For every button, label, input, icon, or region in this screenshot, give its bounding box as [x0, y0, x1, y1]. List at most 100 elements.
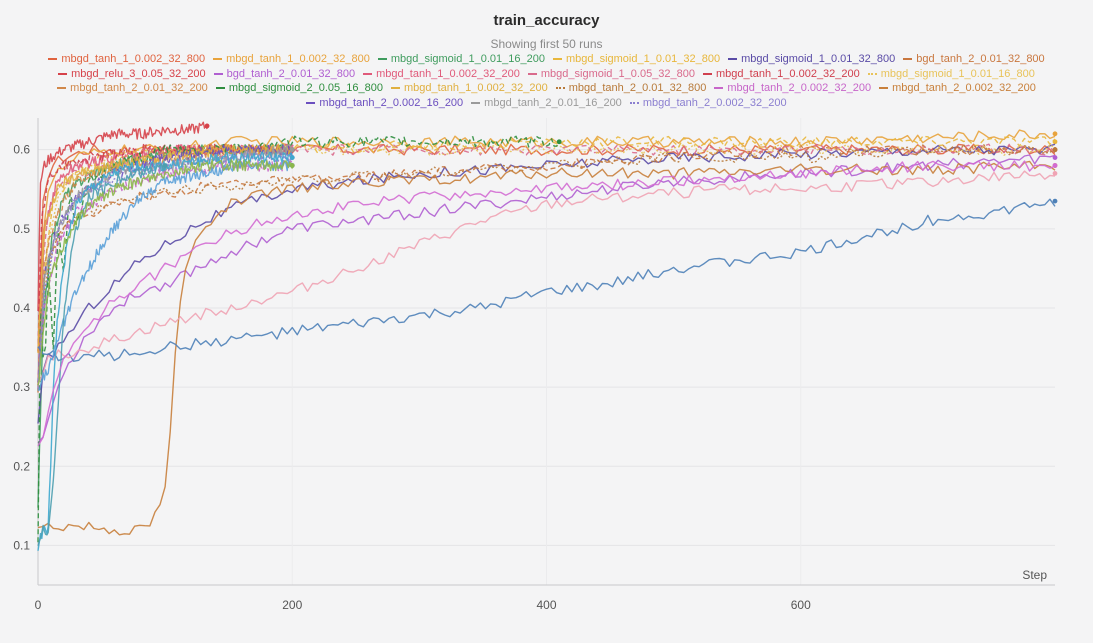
legend-item[interactable]: mbgd_tanh_1_0.002_32_200	[703, 67, 860, 82]
legend-label: mbgd_sigmoid_1_0.01_16_800	[880, 67, 1035, 80]
series-line	[37, 170, 1056, 385]
y-tick-label: 0.6	[13, 143, 30, 157]
legend-label: bgd_tanh_2_0.01_32_800	[226, 67, 356, 80]
legend-swatch	[377, 58, 387, 61]
series-line	[37, 160, 1056, 536]
y-tick-label: 0.3	[13, 380, 30, 394]
legend-label: mbgd_tanh_1_0.002_32_200	[716, 67, 860, 80]
y-tick-label: 0.1	[13, 538, 30, 552]
legend-item[interactable]: mbgd_sigmoid_2_0.05_16_800	[215, 81, 383, 96]
series-end-point	[162, 163, 168, 168]
legend-item[interactable]: mbgd_sigmoid_1_0.05_32_800	[527, 67, 696, 82]
legend-item[interactable]: mbgd_tanh_1_0.002_32_800	[213, 52, 370, 67]
x-tick-label: 400	[536, 598, 556, 612]
legend-label: mbgd_tanh_1_0.002_32_800	[61, 53, 206, 65]
legend-item[interactable]: mbgd_sigmoid_1_0.01_32_800	[552, 52, 721, 67]
legend-item[interactable]: mbgd_tanh_1_0.002_32_200	[363, 67, 520, 82]
x-tick-label: 600	[791, 598, 811, 612]
legend-swatch	[552, 58, 562, 61]
legend-swatch	[363, 72, 373, 75]
series-end-point	[289, 163, 295, 168]
legend-item[interactable]: mbgd_tanh_2_0.01_32_800	[555, 81, 707, 96]
legend-swatch	[629, 101, 639, 104]
legend-item[interactable]: mbgd_tanh_2_0.01_16_200	[471, 96, 622, 111]
legend-swatch	[213, 72, 223, 75]
legend-item[interactable]: mbgd_tanh_2_0.01_32_200	[57, 81, 208, 96]
series-line	[37, 163, 166, 546]
y-tick-label: 0.4	[13, 301, 30, 315]
legend-label: mbgd_sigmoid_1_0.01_16_200	[390, 53, 545, 65]
series-end-point	[289, 155, 295, 160]
series-end-point	[1052, 147, 1058, 153]
chart-subtitle: Showing first 50 runs	[490, 37, 603, 51]
legend-label: mbgd_sigmoid_1_0.05_32_800	[540, 67, 696, 80]
legend-label: mbgd_relu_3_0.05_32_200	[71, 67, 206, 80]
x-tick-label: 0	[35, 598, 42, 612]
legend-label: mbgd_tanh_1_0.002_32_200	[376, 67, 520, 80]
series-line	[37, 135, 1056, 387]
legend-swatch	[867, 72, 877, 75]
legend-swatch	[390, 87, 400, 90]
legend-item[interactable]: mbgd_sigmoid_1_0.01_16_800	[867, 67, 1035, 82]
legend-swatch	[555, 87, 565, 90]
legend-swatch	[714, 87, 724, 90]
legend-item[interactable]: mbgd_sigmoid_1_0.01_32_800	[728, 52, 895, 67]
series-line	[37, 154, 1056, 444]
legend-label: mbgd_tanh_2_0.01_32_800	[568, 82, 707, 94]
series-line	[37, 198, 1056, 362]
legend-label: mbgd_tanh_2_0.002_32_200	[642, 96, 787, 109]
legend-item[interactable]: mbgd_tanh_2_0.002_32_200	[879, 81, 1036, 96]
y-tick-label: 0.2	[13, 459, 30, 473]
series-line	[37, 143, 1056, 424]
legend-item[interactable]: bgd_tanh_2_0.01_32_800	[903, 52, 1045, 67]
legend-swatch	[213, 58, 223, 61]
legend-swatch	[879, 87, 889, 90]
series-line	[37, 159, 293, 391]
legend-item[interactable]: mbgd_tanh_2_0.002_32_200	[629, 96, 787, 111]
series-end-point	[1052, 131, 1058, 137]
legend-swatch	[306, 101, 316, 104]
y-tick-label: 0.5	[13, 222, 30, 236]
series-line	[37, 159, 293, 386]
legend-swatch	[58, 72, 68, 75]
chart-legend: mbgd_tanh_1_0.002_32_800 mbgd_tanh_1_0.00…	[8, 52, 1085, 110]
series-line	[37, 143, 1056, 391]
legend-label: mbgd_sigmoid_2_0.05_16_800	[228, 82, 383, 94]
legend-label: mbgd_tanh_2_0.002_32_200	[892, 82, 1036, 94]
legend-label: mbgd_tanh_2_0.002_16_200	[319, 96, 464, 109]
legend-item[interactable]: mbgd_tanh_2_0.002_32_200	[714, 81, 871, 96]
series-end-point	[289, 147, 295, 153]
legend-label: mbgd_tanh_2_0.01_32_200	[70, 82, 208, 94]
legend-item[interactable]: mbgd_tanh_1_0.002_32_200	[390, 81, 548, 96]
legend-swatch	[57, 87, 67, 90]
series-line	[37, 135, 560, 543]
series-line	[37, 121, 208, 312]
legend-label: mbgd_tanh_2_0.002_32_200	[727, 82, 872, 94]
legend-item[interactable]: mbgd_tanh_1_0.002_32_800	[48, 52, 205, 67]
series-line	[37, 160, 1056, 447]
legend-item[interactable]: mbgd_sigmoid_1_0.01_16_200	[377, 52, 545, 67]
series-line	[37, 144, 1056, 393]
series-line	[37, 129, 1056, 392]
series-end-point	[556, 139, 562, 145]
legend-label: mbgd_tanh_1_0.002_32_200	[403, 82, 548, 94]
series-line	[37, 143, 1056, 383]
legend-item[interactable]: mbgd_tanh_2_0.002_16_200	[306, 96, 463, 111]
series-end-point	[1052, 155, 1058, 160]
legend-swatch	[215, 87, 225, 90]
series-line	[37, 143, 293, 383]
legend-label: mbgd_tanh_2_0.01_16_200	[484, 96, 622, 109]
series-line	[37, 151, 293, 551]
legend-item[interactable]: bgd_tanh_2_0.01_32_800	[213, 67, 356, 82]
legend-swatch	[903, 58, 913, 61]
chart-title: train_accuracy	[493, 12, 600, 29]
legend-item[interactable]: mbgd_relu_3_0.05_32_200	[58, 67, 206, 82]
legend-label: mbgd_sigmoid_1_0.01_32_800	[565, 53, 721, 65]
legend-swatch	[703, 72, 713, 75]
x-tick-label: 200	[282, 598, 302, 612]
legend-swatch	[48, 58, 58, 61]
x-axis-label: Step	[1022, 568, 1047, 582]
series-line	[37, 143, 293, 354]
series-end-point	[1052, 198, 1058, 204]
